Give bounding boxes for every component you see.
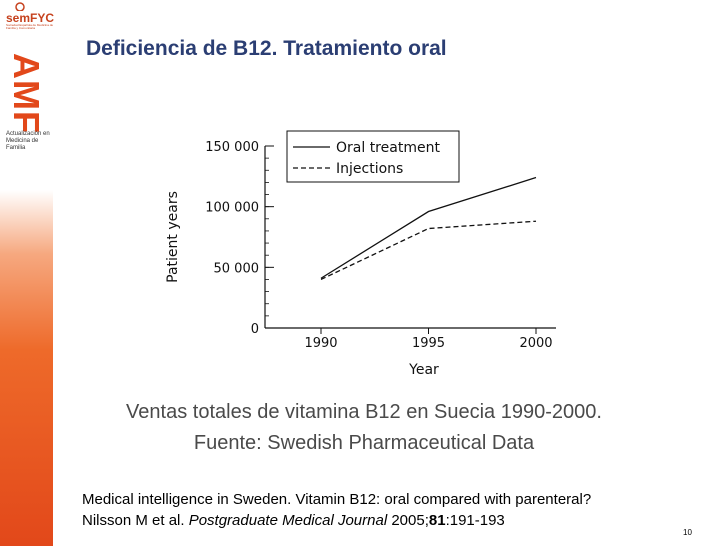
series-line-injections <box>320 220 537 281</box>
x-axis-label: Year <box>408 362 439 378</box>
page-number: 10 <box>683 528 692 537</box>
y-tick-label: 100 000 <box>205 201 259 216</box>
reference-volume: 81 <box>428 512 446 529</box>
sidebar-branding: semFYC Sociedad Española de Medicina de … <box>0 0 56 546</box>
slide-title: Deficiencia de B12. Tratamiento oral <box>86 37 447 60</box>
amf-caption: Actualización en Medicina de Familia <box>6 131 50 151</box>
reference-line-1: Medical intelligence in Sweden. Vitamin … <box>82 491 592 508</box>
y-tick-label: 150 000 <box>205 140 259 155</box>
y-tick-label: 50 000 <box>214 261 260 276</box>
logo-emblem-icon <box>15 2 25 11</box>
chart-legend <box>286 130 460 183</box>
legend-label: Oral treatment <box>336 140 440 156</box>
legend-label: Injections <box>336 161 403 177</box>
reference-pages: :191-193 <box>445 512 505 529</box>
logo-text: semFYC <box>6 11 55 25</box>
reference-line-2: Nilsson M et al. Postgraduate Medical Jo… <box>82 512 505 529</box>
semfyc-logo: semFYC Sociedad Española de Medicina de … <box>2 2 54 36</box>
x-tick-label: 2000 <box>519 336 552 351</box>
reference-authors: Nilsson M et al. <box>82 512 189 529</box>
x-tick-label: 1990 <box>304 336 337 351</box>
x-tick-label: 1995 <box>412 336 445 351</box>
caption-line-2: Fuente: Swedish Pharmaceutical Data <box>193 432 535 454</box>
sidebar-stripe <box>0 190 53 546</box>
y-axis-label: Patient years <box>165 191 181 283</box>
caption-line-1: Ventas totales de vitamina B12 en Suecia… <box>126 401 602 423</box>
series-line-oral-treatment <box>320 176 537 279</box>
reference-year: 2005; <box>387 512 429 529</box>
reference-journal: Postgraduate Medical Journal <box>188 512 388 529</box>
logo-subtext: Sociedad Española de Medicina de Familia… <box>6 23 54 30</box>
y-tick-label: 0 <box>251 322 259 337</box>
